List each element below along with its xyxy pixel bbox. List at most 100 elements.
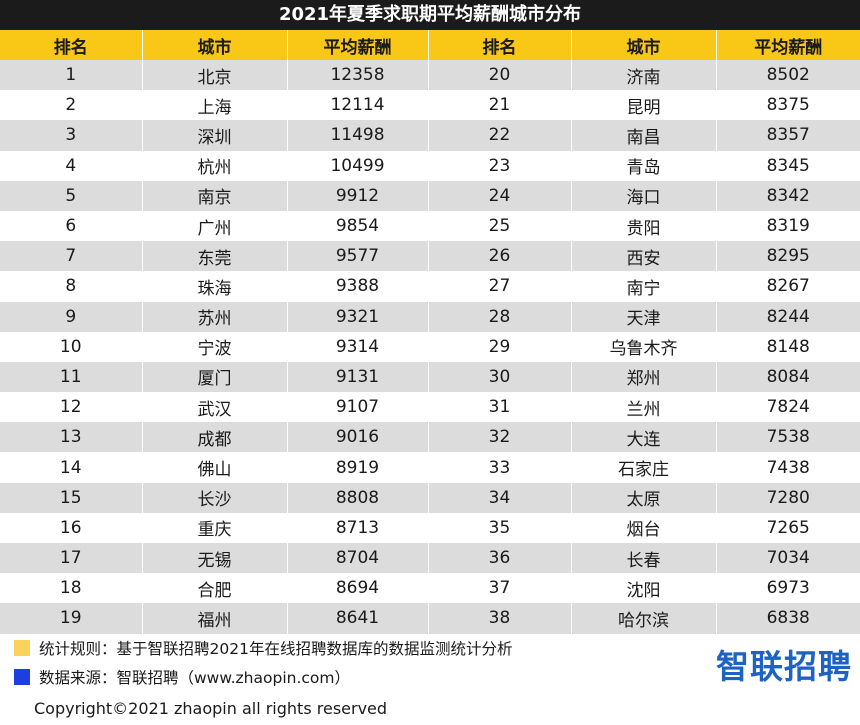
salary-cell: 7538 bbox=[716, 422, 860, 453]
notes: 统计规则：基于智联招聘2021年在线招聘数据库的数据监测统计分析 数据来源：智联… bbox=[0, 634, 860, 694]
rank-cell: 36 bbox=[428, 543, 572, 574]
table-row: 3 深圳 11498 22 南昌 8357 bbox=[0, 120, 860, 151]
city-cell: 苏州 bbox=[142, 301, 288, 332]
salary-cell: 8713 bbox=[287, 512, 429, 543]
rank-cell: 13 bbox=[0, 422, 143, 453]
table-row: 12 武汉 9107 31 兰州 7824 bbox=[0, 392, 860, 423]
rank-cell: 4 bbox=[0, 150, 143, 181]
rank-cell: 33 bbox=[428, 452, 572, 483]
city-cell: 厦门 bbox=[142, 361, 288, 393]
city-cell: 珠海 bbox=[142, 271, 288, 302]
salary-cell: 8375 bbox=[716, 90, 860, 121]
rank-cell: 37 bbox=[428, 573, 572, 604]
salary-cell: 7824 bbox=[716, 392, 860, 423]
city-cell: 长春 bbox=[571, 543, 717, 574]
salary-cell: 9314 bbox=[287, 331, 429, 362]
salary-cell: 8267 bbox=[716, 271, 860, 302]
rank-cell: 25 bbox=[428, 210, 572, 242]
rank-cell: 35 bbox=[428, 512, 572, 543]
table-row: 17 无锡 8704 36 长春 7034 bbox=[0, 543, 860, 574]
table-row: 16 重庆 8713 35 烟台 7265 bbox=[0, 512, 860, 543]
city-cell: 广州 bbox=[142, 210, 288, 242]
copyright: Copyright©2021 zhaopin all rights reserv… bbox=[34, 699, 388, 718]
city-cell: 福州 bbox=[142, 603, 288, 634]
rank-cell: 29 bbox=[428, 331, 572, 362]
rank-cell: 17 bbox=[0, 543, 143, 574]
salary-cell: 8641 bbox=[287, 603, 429, 634]
city-cell: 哈尔滨 bbox=[571, 603, 717, 634]
rank-cell: 27 bbox=[428, 271, 572, 302]
table-row: 4 杭州 10499 23 青岛 8345 bbox=[0, 150, 860, 181]
table-row: 11 厦门 9131 30 郑州 8084 bbox=[0, 361, 860, 393]
table-row: 10 宁波 9314 29 乌鲁木齐 8148 bbox=[0, 331, 860, 362]
city-cell: 青岛 bbox=[571, 150, 717, 181]
table-row: 18 合肥 8694 37 沈阳 6973 bbox=[0, 573, 860, 604]
city-cell: 大连 bbox=[571, 422, 717, 453]
salary-cell: 10499 bbox=[287, 150, 429, 181]
rank-cell: 7 bbox=[0, 241, 143, 272]
table-row: 14 佛山 8919 33 石家庄 7438 bbox=[0, 452, 860, 483]
rank-cell: 11 bbox=[0, 361, 143, 393]
header-city: 城市 bbox=[142, 30, 288, 60]
rank-cell: 6 bbox=[0, 210, 143, 242]
city-cell: 太原 bbox=[571, 482, 717, 513]
city-cell: 南京 bbox=[142, 180, 288, 211]
table-row: 19 福州 8641 38 哈尔滨 6838 bbox=[0, 603, 860, 634]
header-salary: 平均薪酬 bbox=[716, 30, 860, 60]
header-salary: 平均薪酬 bbox=[287, 30, 429, 60]
rank-cell: 1 bbox=[0, 60, 143, 91]
salary-cell: 9912 bbox=[287, 180, 429, 211]
blue-square-icon bbox=[14, 669, 30, 685]
salary-cell: 8345 bbox=[716, 150, 860, 181]
rank-cell: 20 bbox=[428, 60, 572, 91]
salary-cell: 8319 bbox=[716, 210, 860, 242]
salary-cell: 9016 bbox=[287, 422, 429, 453]
salary-cell: 8502 bbox=[716, 60, 860, 91]
table-row: 9 苏州 9321 28 天津 8244 bbox=[0, 301, 860, 332]
city-cell: 济南 bbox=[571, 60, 717, 91]
city-cell: 佛山 bbox=[142, 452, 288, 483]
city-cell: 海口 bbox=[571, 180, 717, 211]
salary-cell: 8704 bbox=[287, 543, 429, 574]
table-row: 5 南京 9912 24 海口 8342 bbox=[0, 180, 860, 211]
salary-cell: 8694 bbox=[287, 573, 429, 604]
rank-cell: 23 bbox=[428, 150, 572, 181]
city-cell: 南昌 bbox=[571, 120, 717, 151]
salary-cell: 6973 bbox=[716, 573, 860, 604]
zhaopin-logo: 智联招聘 bbox=[716, 647, 852, 686]
rank-cell: 24 bbox=[428, 180, 572, 211]
city-cell: 贵阳 bbox=[571, 210, 717, 242]
header-rank: 排名 bbox=[0, 30, 143, 60]
city-cell: 深圳 bbox=[142, 120, 288, 151]
city-cell: 东莞 bbox=[142, 241, 288, 272]
table-row: 7 东莞 9577 26 西安 8295 bbox=[0, 241, 860, 272]
rank-cell: 28 bbox=[428, 301, 572, 332]
header-row: 排名 城市 平均薪酬 排名 城市 平均薪酬 bbox=[0, 30, 860, 60]
city-cell: 沈阳 bbox=[571, 573, 717, 604]
city-cell: 昆明 bbox=[571, 90, 717, 121]
city-cell: 无锡 bbox=[142, 543, 288, 574]
rank-cell: 2 bbox=[0, 90, 143, 121]
salary-cell: 11498 bbox=[287, 120, 429, 151]
city-cell: 长沙 bbox=[142, 482, 288, 513]
salary-cell: 9131 bbox=[287, 361, 429, 393]
salary-cell: 8148 bbox=[716, 331, 860, 362]
salary-cell: 7265 bbox=[716, 512, 860, 543]
city-cell: 天津 bbox=[571, 301, 717, 332]
rank-cell: 16 bbox=[0, 512, 143, 543]
rank-cell: 19 bbox=[0, 603, 143, 634]
city-cell: 西安 bbox=[571, 241, 717, 272]
salary-cell: 9107 bbox=[287, 392, 429, 423]
salary-cell: 6838 bbox=[716, 603, 860, 634]
rank-cell: 21 bbox=[428, 90, 572, 121]
city-cell: 成都 bbox=[142, 422, 288, 453]
city-cell: 乌鲁木齐 bbox=[571, 331, 717, 362]
salary-cell: 8919 bbox=[287, 452, 429, 483]
salary-cell: 12358 bbox=[287, 60, 429, 91]
table-row: 13 成都 9016 32 大连 7538 bbox=[0, 422, 860, 453]
rank-cell: 10 bbox=[0, 331, 143, 362]
rank-cell: 14 bbox=[0, 452, 143, 483]
rank-cell: 12 bbox=[0, 392, 143, 423]
salary-cell: 9854 bbox=[287, 210, 429, 242]
city-cell: 武汉 bbox=[142, 392, 288, 423]
